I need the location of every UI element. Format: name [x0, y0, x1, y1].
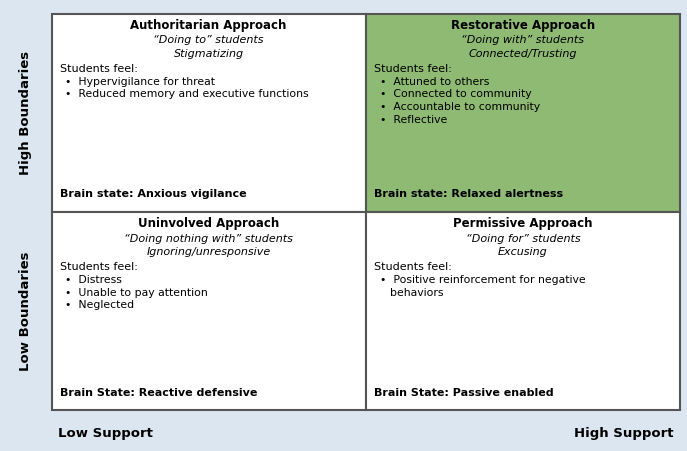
Text: •  Accountable to community: • Accountable to community: [379, 102, 540, 112]
Text: •  Hypervigilance for threat: • Hypervigilance for threat: [65, 77, 215, 87]
Text: Brain State: Reactive defensive: Brain State: Reactive defensive: [60, 388, 257, 398]
Text: Brain state: Anxious vigilance: Brain state: Anxious vigilance: [60, 189, 247, 199]
Text: Students feel:: Students feel:: [60, 64, 137, 74]
FancyBboxPatch shape: [52, 212, 365, 410]
Text: Restorative Approach: Restorative Approach: [451, 19, 595, 32]
Text: Stigmatizing: Stigmatizing: [174, 49, 244, 59]
Text: •  Connected to community: • Connected to community: [379, 89, 531, 99]
Text: “Doing for” students: “Doing for” students: [466, 234, 581, 244]
Text: Ignoring/unresponsive: Ignoring/unresponsive: [146, 247, 271, 257]
Text: “Doing nothing with” students: “Doing nothing with” students: [124, 234, 293, 244]
Text: Uninvolved Approach: Uninvolved Approach: [138, 217, 280, 230]
Text: Low Support: Low Support: [58, 428, 153, 440]
FancyBboxPatch shape: [365, 212, 680, 410]
Text: •  Neglected: • Neglected: [65, 300, 135, 310]
Text: “Doing with” students: “Doing with” students: [462, 35, 585, 45]
Text: •  Unable to pay attention: • Unable to pay attention: [65, 288, 208, 298]
Text: •  Reduced memory and executive functions: • Reduced memory and executive functions: [65, 89, 309, 99]
Text: High Support: High Support: [574, 428, 673, 440]
FancyBboxPatch shape: [365, 14, 680, 212]
Text: •  Attuned to others: • Attuned to others: [379, 77, 489, 87]
Text: Low Boundaries: Low Boundaries: [19, 252, 32, 371]
Text: Brain State: Passive enabled: Brain State: Passive enabled: [374, 388, 554, 398]
Text: Permissive Approach: Permissive Approach: [453, 217, 593, 230]
Text: Authoritarian Approach: Authoritarian Approach: [131, 19, 287, 32]
FancyBboxPatch shape: [52, 14, 365, 212]
Text: Students feel:: Students feel:: [60, 262, 137, 272]
Text: Students feel:: Students feel:: [374, 64, 452, 74]
Text: •  Reflective: • Reflective: [379, 115, 447, 124]
Text: behaviors: behaviors: [390, 288, 443, 298]
Text: •  Distress: • Distress: [65, 275, 122, 285]
Text: Students feel:: Students feel:: [374, 262, 452, 272]
Text: High Boundaries: High Boundaries: [19, 51, 32, 175]
Text: Excusing: Excusing: [498, 247, 548, 257]
Text: “Doing to” students: “Doing to” students: [153, 35, 264, 45]
Text: •  Positive reinforcement for negative: • Positive reinforcement for negative: [379, 275, 585, 285]
Text: Connected/Trusting: Connected/Trusting: [469, 49, 577, 59]
Text: Brain state: Relaxed alertness: Brain state: Relaxed alertness: [374, 189, 563, 199]
